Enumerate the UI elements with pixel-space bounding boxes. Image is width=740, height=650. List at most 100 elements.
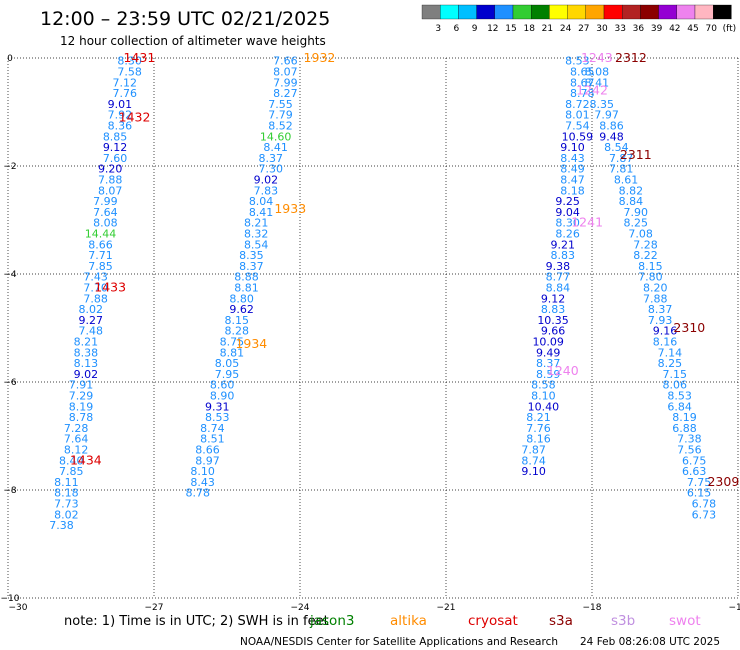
swh-value-label: 7.15 (662, 368, 687, 381)
swh-value-label: 8.18 (54, 487, 79, 500)
swh-value-label: 8.19 (69, 400, 94, 413)
colorbar-swatch (694, 4, 714, 20)
swh-value-label: 7.99 (273, 76, 298, 89)
colorbar-swatch (549, 4, 568, 20)
colorbar-label: 6 (454, 24, 460, 34)
swh-value-label: 7.29 (69, 390, 94, 403)
swh-value-label: 6.88 (672, 422, 697, 435)
swh-value-label: 7.81 (609, 163, 634, 176)
swh-value-label: 7.28 (64, 422, 89, 435)
swh-value-label: 8.74 (521, 454, 546, 467)
footer-note: note: 1) Time is in UTC; 2) SWH is in fe… (64, 614, 329, 629)
colorbar-swatch (658, 4, 677, 20)
satellite-legend-entry: jason3 (309, 613, 354, 629)
swh-value-label: 8.16 (653, 336, 678, 349)
swh-value-label: 8.37 (536, 357, 561, 370)
swh-value-label: 7.90 (624, 206, 649, 219)
swh-value-label: 8.65 (570, 66, 595, 79)
swh-value-label: 7.76 (113, 87, 138, 100)
swh-value-label: 9.12 (103, 141, 128, 154)
swh-value-label: 8.59 (536, 368, 561, 381)
swh-value-label: 7.38 (49, 519, 74, 532)
satellite-legend-entry: s3a (549, 613, 573, 629)
pass-labels: 1431 1432 1433 1434 1932 1933 1934 1242 1241 1240… (70, 50, 739, 489)
colorbar-swatch (458, 4, 477, 20)
swh-value-label: 8.41 (263, 141, 288, 154)
swh-value-label: 8.86 (599, 120, 624, 133)
swh-value-label: 8.10 (531, 390, 556, 403)
swh-value-label: 9.10 (521, 465, 546, 478)
swh-value-label: 8.21 (244, 217, 269, 230)
swh-value-label: 8.84 (546, 282, 571, 295)
swh-value-label: 8.85 (103, 130, 128, 143)
swh-value-label: 9.16 (653, 325, 678, 338)
colorbar-label: 39 (651, 24, 663, 34)
swh-value-label: 8.32 (244, 228, 269, 241)
swh-value-label: 8.26 (555, 228, 580, 241)
pass-number-label: 1934 (235, 336, 267, 351)
swh-value-label: 7.92 (108, 109, 133, 122)
swh-value-label: 8.54 (604, 141, 629, 154)
swh-value-label: 6.84 (667, 400, 692, 413)
swh-value-label: 8.07 (273, 66, 298, 79)
footer-timestamp: 24 Feb 08:26:08 UTC 2025 (580, 636, 720, 648)
swh-value-label: 8.49 (560, 163, 585, 176)
swh-value-label: 8.43 (190, 476, 215, 489)
swh-value-label: 7.80 (638, 271, 663, 284)
pass-number-label: 1431 (123, 50, 155, 65)
colorbar-swatch (531, 4, 550, 20)
colorbar-swatch (421, 4, 441, 20)
colorbar-swatch (713, 4, 732, 20)
satellite-legend-entry: cryosat (468, 613, 518, 629)
swh-value-label: 7.60 (103, 152, 128, 165)
pass-number-label: 2311 (620, 147, 652, 162)
footer-credit: NOAA/NESDIS Center for Satellite Applica… (240, 636, 558, 648)
swh-value-label: 7.38 (677, 433, 702, 446)
colorbar-label: 70 (705, 24, 717, 34)
swh-value-label: 7.64 (93, 206, 118, 219)
swh-value-label: 8.53 (205, 411, 230, 424)
swh-value-label: 8.19 (672, 411, 697, 424)
swh-value-label: 7.70 (83, 282, 108, 295)
swh-value-label: 7.66 (273, 55, 298, 68)
swh-value-label: 10.09 (532, 336, 564, 349)
pass-number-label: 2309 (707, 474, 739, 489)
swh-value-label: 7.08 (628, 228, 653, 241)
swh-value-label: 8.12 (64, 444, 89, 457)
swh-value-label: 8.22 (633, 249, 658, 262)
swh-value-label: 6.78 (692, 498, 717, 511)
colorbar-swatch (640, 4, 659, 20)
swh-value-label: 9.12 (541, 292, 566, 305)
swh-value-label: 8.16 (526, 433, 551, 446)
swh-value-label: 8.43 (560, 152, 585, 165)
swh-value-label: 8.07 (98, 184, 123, 197)
swh-value-label: 8.37 (648, 303, 673, 316)
swh-value-label: 10.35 (537, 314, 569, 327)
swh-value-label: 9.20 (98, 163, 123, 176)
swh-value-label: 7.64 (64, 433, 89, 446)
swh-value-label: 8.97 (195, 454, 220, 467)
swh-value-label: 8.18 (560, 184, 585, 197)
x-tick-label: −18 (583, 603, 602, 613)
x-tick-label: −24 (291, 603, 310, 613)
swh-value-label: 7.71 (88, 249, 113, 262)
swh-value-label: 8.84 (619, 195, 644, 208)
swh-value-label: 7.97 (594, 109, 619, 122)
pass-number-label: 1243 (581, 50, 613, 65)
swh-value-label: 7.88 (98, 174, 123, 187)
swh-value-label: 7.93 (648, 314, 673, 327)
x-tick-label: −21 (437, 603, 456, 613)
grid (7, 57, 739, 599)
swh-value-label: 6.73 (692, 508, 717, 521)
swh-value-label: 7.83 (254, 184, 279, 197)
colorbar-label: 21 (542, 24, 553, 34)
swh-value-label: 8.67 (570, 76, 595, 89)
swh-value-label: 9.38 (546, 260, 571, 273)
swh-value-label: 8.02 (54, 508, 79, 521)
swh-value-label: 8.47 (560, 174, 585, 187)
colorbar-label: 33 (614, 24, 625, 34)
swh-value-label: 7.30 (259, 163, 284, 176)
swh-value-label: 8.74 (200, 422, 225, 435)
swh-value-label: 8.37 (239, 260, 264, 273)
swh-value-label: 7.88 (83, 292, 108, 305)
